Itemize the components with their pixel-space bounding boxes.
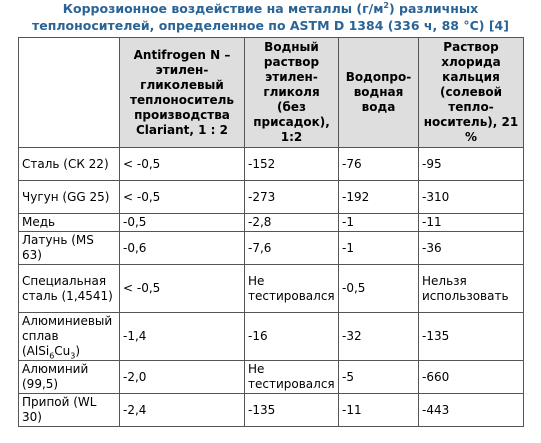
cell-value: -0,5 <box>119 213 245 232</box>
cell-value: -1,4 <box>119 312 245 361</box>
table-header: Antifrogen N – этилен­гликолевый теплоно… <box>18 37 524 148</box>
table-row: Медь -0,5 -2,8 -1 -11 <box>18 213 524 232</box>
row-label: Чугун (GG 25) <box>18 180 120 214</box>
cell-value: -2,4 <box>119 393 245 427</box>
row-label: Алюминий (99,5) <box>18 360 120 394</box>
cell-value: Не тестировался <box>244 264 339 313</box>
cell-value: < -0,5 <box>119 264 245 313</box>
row-label: Алюминиевый сплав (AlSi6Cu3) <box>18 312 120 361</box>
row-label-text: Cu <box>54 344 71 358</box>
caption-line-1: Коррозионное воздействие на металлы (г/м… <box>0 0 541 17</box>
cell-value: -32 <box>338 312 419 361</box>
row-label: Сталь (СК 22) <box>18 147 120 181</box>
cell-value: -152 <box>244 147 339 181</box>
cell-value: -1 <box>338 213 419 232</box>
table-row: Чугун (GG 25) < -0,5 -273 -192 -310 <box>18 180 524 214</box>
header-calcium-chloride: Раствор хлорида кальция (солевой тепло­н… <box>418 37 524 148</box>
caption-text: ) различных <box>388 1 479 16</box>
row-label-text: ) <box>75 344 81 358</box>
cell-value: -0,6 <box>119 231 245 265</box>
caption-superscript: 2 <box>383 0 389 10</box>
table-row: Алюминий (99,5) -2,0 Не тестировался -5 … <box>18 360 524 394</box>
cell-value: -443 <box>418 393 524 427</box>
row-label: Медь <box>18 213 120 232</box>
row-label-text: Алюминиевый сплав (AlSi <box>22 314 113 358</box>
cell-value: -660 <box>418 360 524 394</box>
cell-value: -76 <box>338 147 419 181</box>
table-body: Сталь (СК 22) < -0,5 -152 -76 -95 Чугун … <box>18 147 524 427</box>
cell-value: -135 <box>244 393 339 427</box>
cell-value: -11 <box>418 213 524 232</box>
cell-value: Нельзя использовать <box>418 264 524 313</box>
header-glycol-solution: Водный раствор этилен­гликоля (без приса… <box>244 37 339 148</box>
cell-value: -1 <box>338 231 419 265</box>
cell-value: -192 <box>338 180 419 214</box>
header-antifrogen: Antifrogen N – этилен­гликолевый теплоно… <box>119 37 245 148</box>
cell-value: < -0,5 <box>119 180 245 214</box>
cell-value: -11 <box>338 393 419 427</box>
row-label-subscript: 6 <box>49 351 55 361</box>
cell-value: -5 <box>338 360 419 394</box>
row-label: Латунь (MS 63) <box>18 231 120 265</box>
cell-value: -0,5 <box>338 264 419 313</box>
header-row: Antifrogen N – этилен­гликолевый теплоно… <box>18 37 524 148</box>
cell-value: -2,0 <box>119 360 245 394</box>
table-row: Припой (WL 30) -2,4 -135 -11 -443 <box>18 393 524 427</box>
cell-value: -36 <box>418 231 524 265</box>
cell-value: -135 <box>418 312 524 361</box>
row-label: Припой (WL 30) <box>18 393 120 427</box>
row-label-subscript: 3 <box>70 351 76 361</box>
header-tap-water: Водопро­водная вода <box>338 37 419 148</box>
table-row: Сталь (СК 22) < -0,5 -152 -76 -95 <box>18 147 524 181</box>
corrosion-table: Antifrogen N – этилен­гликолевый теплоно… <box>18 37 524 427</box>
caption-line-2: теплоносителей, определенное по ASTM D 1… <box>32 18 509 33</box>
cell-value: < -0,5 <box>119 147 245 181</box>
cell-value: -7,6 <box>244 231 339 265</box>
row-label: Специаль­ная сталь (1,4541) <box>18 264 120 313</box>
header-corner <box>18 37 120 148</box>
caption-text: Коррозионное воздействие на металлы (г/м <box>62 1 384 16</box>
cell-value: -95 <box>418 147 524 181</box>
table-row: Алюминиевый сплав (AlSi6Cu3) -1,4 -16 -3… <box>18 312 524 361</box>
cell-value: Не тестировался <box>244 360 339 394</box>
cell-value: -310 <box>418 180 524 214</box>
cell-value: -273 <box>244 180 339 214</box>
cell-value: -16 <box>244 312 339 361</box>
table-caption: Коррозионное воздействие на металлы (г/м… <box>0 0 541 34</box>
cell-value: -2,8 <box>244 213 339 232</box>
table-row: Латунь (MS 63) -0,6 -7,6 -1 -36 <box>18 231 524 265</box>
table-row: Специаль­ная сталь (1,4541) < -0,5 Не те… <box>18 264 524 313</box>
